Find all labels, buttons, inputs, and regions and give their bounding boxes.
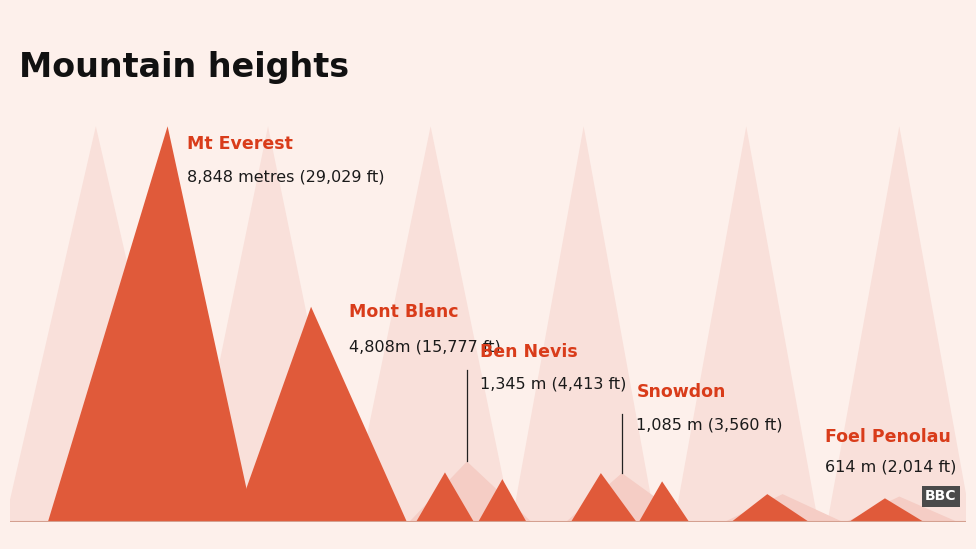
Text: Foel Penolau: Foel Penolau bbox=[825, 428, 951, 446]
Text: Mountain heights: Mountain heights bbox=[20, 51, 349, 84]
Text: Ben Nevis: Ben Nevis bbox=[480, 343, 578, 361]
Polygon shape bbox=[512, 126, 656, 522]
Text: 4,808m (15,777 ft): 4,808m (15,777 ft) bbox=[349, 339, 501, 354]
Polygon shape bbox=[417, 472, 473, 522]
Text: 614 m (2,014 ft): 614 m (2,014 ft) bbox=[825, 460, 956, 475]
Polygon shape bbox=[847, 496, 956, 522]
Polygon shape bbox=[5, 126, 186, 522]
Polygon shape bbox=[639, 481, 689, 522]
Polygon shape bbox=[849, 498, 923, 522]
Text: 1,345 m (4,413 ft): 1,345 m (4,413 ft) bbox=[480, 377, 627, 392]
Text: 1,085 m (3,560 ft): 1,085 m (3,560 ft) bbox=[636, 417, 783, 432]
Text: Snowdon: Snowdon bbox=[636, 383, 725, 401]
Polygon shape bbox=[674, 126, 818, 522]
Text: BBC: BBC bbox=[925, 489, 956, 503]
Text: Mt Everest: Mt Everest bbox=[186, 135, 293, 153]
Polygon shape bbox=[725, 494, 842, 522]
Polygon shape bbox=[478, 479, 526, 522]
Polygon shape bbox=[828, 126, 971, 522]
Polygon shape bbox=[186, 126, 349, 522]
Text: 8,848 metres (29,029 ft): 8,848 metres (29,029 ft) bbox=[186, 169, 385, 184]
Polygon shape bbox=[234, 307, 407, 522]
Polygon shape bbox=[732, 494, 808, 522]
Polygon shape bbox=[571, 473, 636, 522]
Polygon shape bbox=[349, 126, 512, 522]
Text: Mont Blanc: Mont Blanc bbox=[349, 302, 459, 321]
Polygon shape bbox=[48, 126, 254, 522]
Polygon shape bbox=[410, 462, 531, 522]
Polygon shape bbox=[566, 473, 689, 522]
